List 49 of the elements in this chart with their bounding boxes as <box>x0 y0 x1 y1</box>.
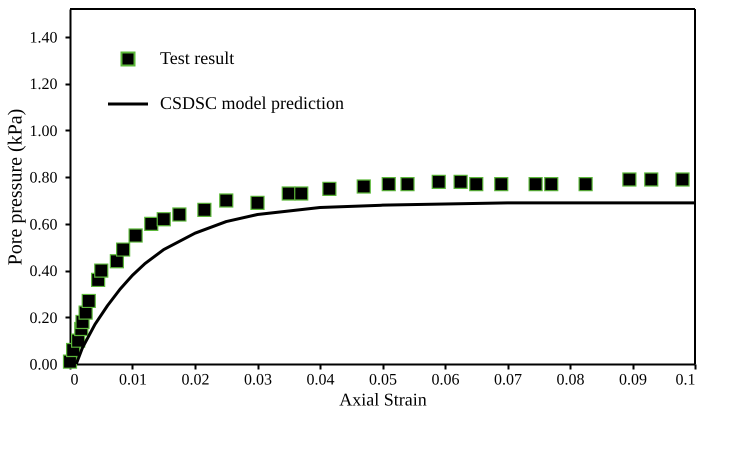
point <box>128 228 143 243</box>
legend-label: Test result <box>160 48 234 68</box>
point <box>622 172 636 187</box>
x-tick-label: 0 <box>70 372 78 388</box>
x-tick-label: 0.05 <box>369 372 397 388</box>
y-tick-label: 0.60 <box>30 216 58 234</box>
point <box>82 294 96 308</box>
point <box>250 196 265 210</box>
x-tick-label: 0.08 <box>556 372 584 388</box>
point <box>578 177 593 192</box>
point <box>116 242 130 257</box>
x-tick-label: 0.01 <box>119 372 147 388</box>
point <box>294 186 308 201</box>
point <box>382 177 396 192</box>
x-axis-title: Axial Strain <box>339 390 427 410</box>
x-tick-label: 0.09 <box>619 372 647 388</box>
y-tick-label: 1.40 <box>30 30 58 47</box>
y-tick-label: 0.40 <box>30 263 58 280</box>
y-tick-label: 1.00 <box>30 122 58 140</box>
y-tick-label: 0.80 <box>30 170 58 187</box>
point <box>544 177 558 192</box>
y-tick-label: 1.20 <box>30 76 58 94</box>
point <box>528 177 543 192</box>
point <box>94 263 108 278</box>
y-tick-label: 0.00 <box>30 356 58 374</box>
legend-label: CSDSC model prediction <box>160 93 344 113</box>
point <box>144 216 158 231</box>
x-tick-label: 0.04 <box>306 372 334 388</box>
point <box>469 177 484 192</box>
point <box>494 177 508 192</box>
point <box>644 172 658 187</box>
point <box>322 182 336 196</box>
y-tick-label: 0.20 <box>30 310 58 327</box>
y-axis-title: Pore pressure (kPa) <box>4 108 26 266</box>
point <box>110 254 124 268</box>
point <box>197 202 212 217</box>
point <box>356 179 371 194</box>
x-tick-label: 0.07 <box>494 372 522 388</box>
x-tick-label: 0.03 <box>244 372 272 388</box>
point <box>432 174 446 189</box>
point <box>400 177 415 192</box>
x-tick-label: 0.02 <box>182 372 210 388</box>
point <box>675 172 690 187</box>
point <box>172 207 186 222</box>
x-tick-label: 0.1 <box>676 372 696 388</box>
point <box>156 212 171 226</box>
x-tick-label: 0.06 <box>432 372 460 388</box>
point <box>454 174 468 189</box>
point <box>219 193 234 208</box>
